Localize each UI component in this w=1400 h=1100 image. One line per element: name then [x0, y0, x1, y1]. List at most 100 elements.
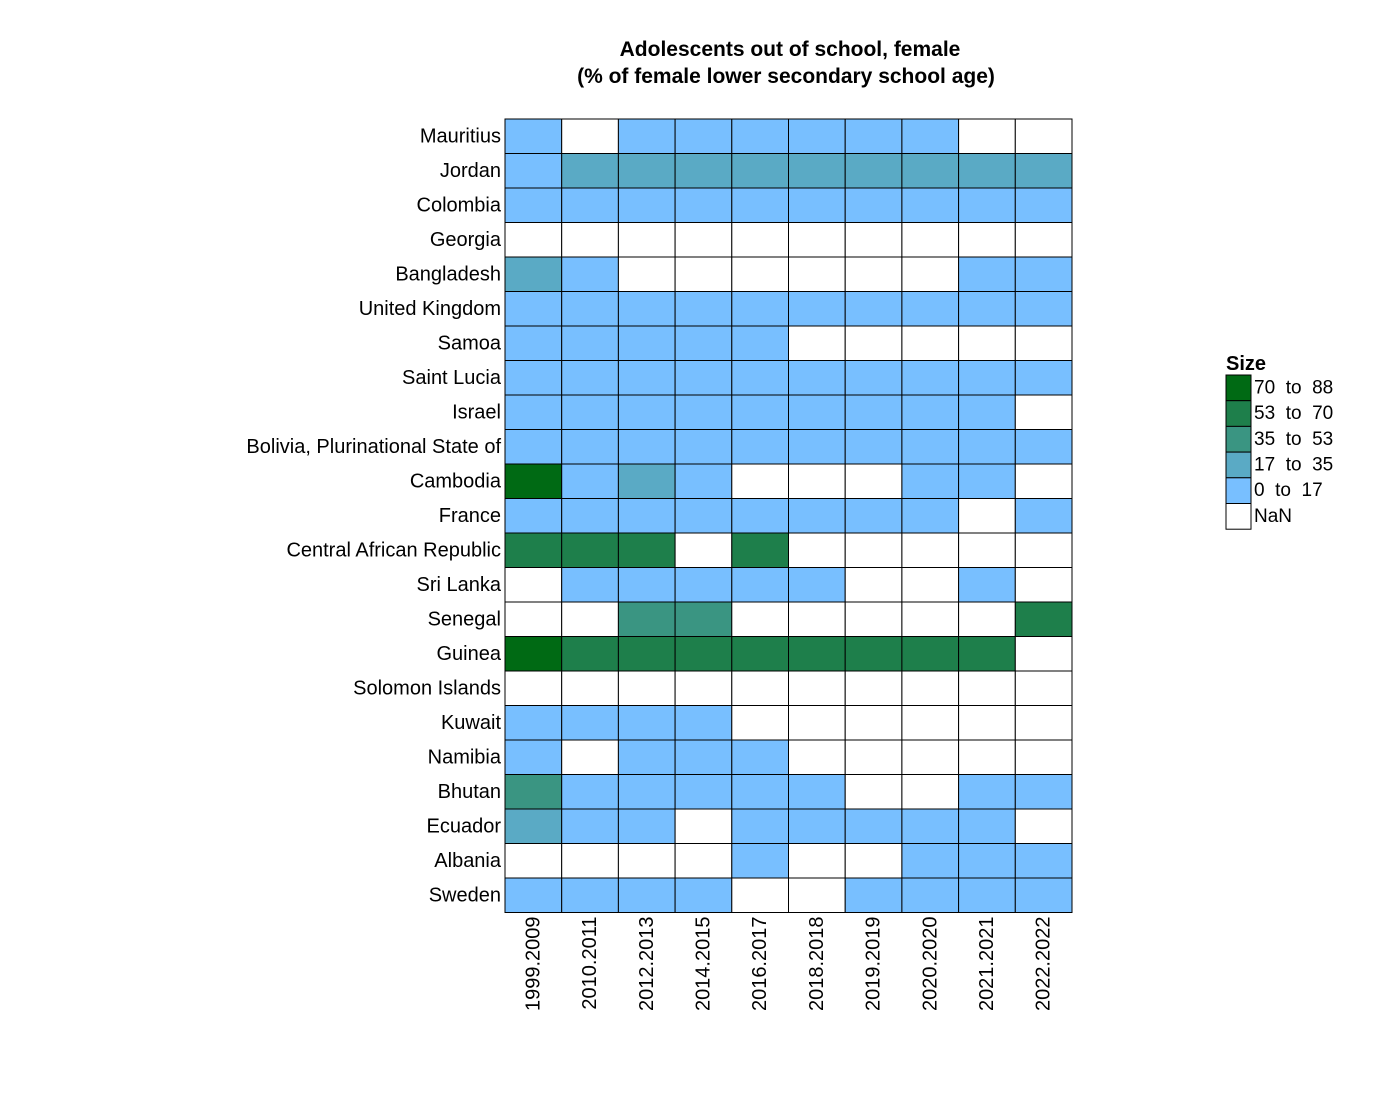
cell-sri-lanka-2012-2013 [617, 567, 676, 603]
cell-saint-lucia-2012-2013 [617, 360, 676, 396]
cell-saint-lucia-2014-2015 [674, 360, 733, 396]
cell-jordan-2014-2015 [674, 153, 733, 189]
cell-sweden-2016-2017 [731, 877, 789, 913]
cell-bhutan-2014-2015 [674, 774, 733, 810]
cell-bhutan-2022-2022 [1014, 774, 1073, 810]
cell-namibia-2010-2011 [561, 739, 619, 775]
cell-solomon-islands-2021-2021 [958, 670, 1016, 706]
cell-bangladesh-2022-2022 [1014, 256, 1073, 292]
cell-central-african-republic-2016-2017 [731, 532, 789, 568]
cell-france-2022-2022 [1014, 498, 1073, 534]
cell-sweden-2019-2019 [844, 877, 903, 913]
cell-sweden-2014-2015 [674, 877, 733, 913]
cell-bhutan-2018-2018 [788, 774, 846, 810]
cell-georgia-2019-2019 [844, 222, 903, 258]
legend-title: Size [1226, 353, 1266, 375]
cell-samoa-2019-2019 [844, 325, 903, 361]
cell-guinea-2010-2011 [561, 636, 619, 672]
cell-mauritius-2010-2011 [561, 118, 619, 154]
row-label-samoa: Samoa [438, 332, 502, 354]
cell-jordan-2010-2011 [561, 153, 619, 189]
cell-israel-2020-2020 [901, 394, 960, 430]
cell-georgia-2014-2015 [674, 222, 733, 258]
cell-mauritius-2021-2021 [958, 118, 1016, 154]
legend-label-17-to-35: 17 to 35 [1254, 454, 1333, 475]
cell-bangladesh-2010-2011 [561, 256, 619, 292]
cell-cambodia-2012-2013 [617, 463, 676, 499]
cell-jordan-1999-2009 [504, 153, 563, 189]
legend-swatch-0-to-17 [1225, 477, 1252, 504]
legend-label-53-to-70: 53 to 70 [1254, 403, 1333, 424]
cell-bhutan-2016-2017 [731, 774, 789, 810]
row-label-namibia: Namibia [428, 746, 502, 768]
cell-colombia-2012-2013 [617, 187, 676, 223]
cell-jordan-2016-2017 [731, 153, 789, 189]
cell-bhutan-2019-2019 [844, 774, 903, 810]
cell-cambodia-2016-2017 [731, 463, 789, 499]
cell-samoa-2016-2017 [731, 325, 789, 361]
legend-swatch-53-to-70 [1225, 400, 1252, 427]
cell-albania-2010-2011 [561, 843, 619, 879]
cell-solomon-islands-2014-2015 [674, 670, 733, 706]
cell-samoa-1999-2009 [504, 325, 563, 361]
cell-colombia-2020-2020 [901, 187, 960, 223]
cell-georgia-2016-2017 [731, 222, 789, 258]
row-label-sweden: Sweden [429, 884, 501, 906]
cell-guinea-2022-2022 [1014, 636, 1073, 672]
column-label-2016-2017: 2016.2017 [749, 917, 771, 1012]
legend-label-35-to-53: 35 to 53 [1254, 429, 1333, 450]
cell-ecuador-1999-2009 [504, 808, 563, 844]
cell-colombia-2022-2022 [1014, 187, 1073, 223]
cell-bangladesh-2019-2019 [844, 256, 903, 292]
column-label-2019-2019: 2019.2019 [863, 917, 885, 1012]
cell-israel-2018-2018 [788, 394, 846, 430]
cell-central-african-republic-1999-2009 [504, 532, 563, 568]
cell-cambodia-2010-2011 [561, 463, 619, 499]
cell-cambodia-2018-2018 [788, 463, 846, 499]
cell-georgia-2020-2020 [901, 222, 960, 258]
cell-united-kingdom-2018-2018 [788, 291, 846, 327]
cell-france-2016-2017 [731, 498, 789, 534]
cell-ecuador-2018-2018 [788, 808, 846, 844]
cell-samoa-2020-2020 [901, 325, 960, 361]
cell-solomon-islands-2012-2013 [617, 670, 676, 706]
cell-bolivia-plurinational-state-of-2010-2011 [561, 429, 619, 465]
cell-samoa-2021-2021 [958, 325, 1016, 361]
cell-bangladesh-2012-2013 [617, 256, 676, 292]
cell-solomon-islands-2019-2019 [844, 670, 903, 706]
cell-jordan-2020-2020 [901, 153, 960, 189]
row-labels: Mauritius Jordan Colombia Georgia Bangladesh… [246, 125, 501, 906]
legend-label-70-to-88: 70 to 88 [1254, 377, 1333, 398]
cell-cambodia-2014-2015 [674, 463, 733, 499]
cell-solomon-islands-2020-2020 [901, 670, 960, 706]
cell-mauritius-2019-2019 [844, 118, 903, 154]
cell-saint-lucia-2020-2020 [901, 360, 960, 396]
cell-sri-lanka-1999-2009 [504, 567, 563, 603]
cell-sri-lanka-2014-2015 [674, 567, 733, 603]
cell-sri-lanka-2016-2017 [731, 567, 789, 603]
cell-israel-1999-2009 [504, 394, 563, 430]
cell-albania-1999-2009 [504, 843, 563, 879]
cell-central-african-republic-2012-2013 [617, 532, 676, 568]
cell-guinea-2021-2021 [958, 636, 1016, 672]
row-label-france: France [439, 505, 501, 527]
cell-kuwait-2020-2020 [901, 705, 960, 741]
cell-bhutan-2010-2011 [561, 774, 619, 810]
cell-georgia-2010-2011 [561, 222, 619, 258]
cell-israel-2010-2011 [561, 394, 619, 430]
cell-solomon-islands-2022-2022 [1014, 670, 1073, 706]
cell-ecuador-2022-2022 [1014, 808, 1073, 844]
cell-saint-lucia-2021-2021 [958, 360, 1016, 396]
cell-saint-lucia-2019-2019 [844, 360, 903, 396]
cell-saint-lucia-2016-2017 [731, 360, 789, 396]
cell-ecuador-2021-2021 [958, 808, 1016, 844]
cell-namibia-2018-2018 [788, 739, 846, 775]
column-label-1999-2009: 1999.2009 [522, 917, 544, 1012]
legend-swatch-17-to-35 [1225, 451, 1252, 479]
cell-senegal-2019-2019 [844, 601, 903, 637]
cell-cambodia-2022-2022 [1014, 463, 1073, 499]
cell-albania-2018-2018 [788, 843, 846, 879]
cell-bangladesh-2018-2018 [788, 256, 846, 292]
cell-colombia-2016-2017 [731, 187, 789, 223]
cell-bolivia-plurinational-state-of-2014-2015 [674, 429, 733, 465]
